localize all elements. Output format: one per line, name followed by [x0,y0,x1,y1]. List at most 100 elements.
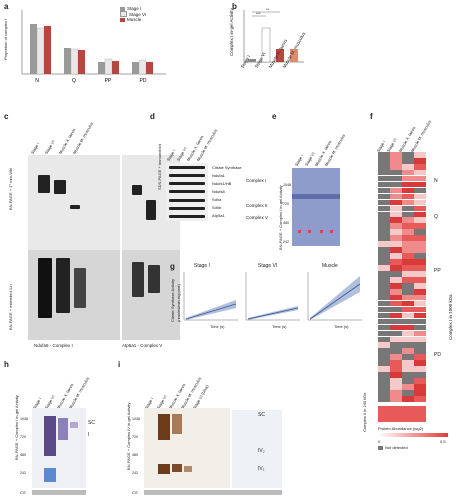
band [70,205,80,209]
panel-g-title-1: Stage I [194,263,210,269]
heatmap-cell [378,211,390,218]
panel-b-ylabel: Complex I in-gel Activity [229,8,234,56]
legend-min: 0 [378,439,381,444]
heatmap-cell [390,152,402,158]
panel-c-lane-4: Muscle M. musculus [71,121,95,155]
panel-g-xlabel-2: Time (s) [272,324,287,329]
heatmap-cell [414,229,426,236]
heatmap-cell [402,390,414,396]
heatmap-cell [390,384,402,390]
heatmap-cell [402,235,414,241]
heatmap-cell [378,348,390,355]
heatmap-cell [378,199,390,206]
legend-gradient [378,433,448,437]
heatmap-cell [390,223,402,230]
heatmap-cell [402,217,414,224]
heatmap-cell [402,265,414,271]
heatmap-cell [402,360,414,366]
heatmap-cell [390,157,402,164]
protein-label: Atp5a1 [212,213,225,218]
tick-label: 480 [132,453,138,457]
heatmap-cell [414,390,426,396]
heatmap-cell [378,241,390,247]
marker-sc: SC [88,420,95,426]
panel-a-label: a [4,2,9,11]
marker-i: I [88,432,90,438]
panel-g-ylabel2: (nmoles/min.mg prot) [176,284,181,322]
panel-a-legend: Stage I Stage VI Muscle [120,6,146,22]
panel-f-col-2: Stage VI [385,137,398,153]
heatmap-cell [414,217,426,224]
panel-d-complex-3: Complex V [246,215,269,220]
panel-i-gel-2 [232,410,282,488]
heatmap-cell [390,396,402,402]
heatmap-cell [390,229,402,236]
heatmap-cell [390,300,402,307]
panel-i-cs: CS [132,490,138,495]
panel-g-title-3: Muscle [322,263,338,269]
heatmap-cell [378,396,390,402]
heatmap-cell [414,300,426,307]
legend-muscle: Muscle [127,17,142,22]
panel-e-lane-1: Stage I [293,153,305,167]
panel-a-ylabel: Proportion of complex I [3,18,8,60]
heatmap-cell [378,366,390,372]
heatmap-cell [378,163,390,170]
heatmap-cell [378,253,390,259]
sig-triple: *** [256,11,261,16]
heatmap-cell [402,223,414,230]
heatmap-cell [378,354,390,361]
heatmap-cell [378,205,390,212]
heatmap-cell [414,324,426,331]
heatmap-cell [402,247,414,253]
heatmap-cell [378,330,390,337]
heatmap-cell [402,378,414,384]
heatmap-cell [378,384,390,390]
heatmap-cell [414,378,426,384]
heatmap-cell [390,253,402,259]
panel-g-xlabel-3: Time (s) [334,324,349,329]
heatmap-cell [414,247,426,253]
heatmap-cell [378,342,390,349]
svg-text:N: N [35,78,39,84]
heatmap-cell [414,253,426,259]
heatmap-cell [414,175,426,182]
heatmap-cell [378,318,390,325]
heatmap-cell [402,306,414,313]
panel-e-gel [292,168,340,246]
tick-label: 480 [283,221,289,225]
heatmap-cell [378,271,390,277]
panel-h-side: BN-PAGE + Complex I in-gel Activity [14,395,19,460]
heatmap-cell [390,312,402,319]
heatmap-cell [390,372,402,378]
heatmap-cell [402,300,414,307]
heatmap-cell [378,277,390,283]
not-detected-label: Not detected [385,445,408,450]
tick-label: 720 [132,435,138,439]
heatmap-cell [414,384,426,390]
protein-label: Ndufa1 [212,173,225,178]
svg-text:PP: PP [105,78,112,84]
heatmap-cell [390,336,402,343]
panel-h-label: h [4,360,9,369]
heatmap-cell [378,229,390,236]
heatmap-cell [414,282,426,289]
protein-label: Sdha [212,197,222,202]
heatmap-cell [390,241,402,247]
heatmap-cell [402,205,414,212]
heatmap-cell [390,366,402,372]
tick-label: 242 [132,471,138,475]
group-n: N [434,178,438,184]
band [132,185,142,195]
heatmap-cell [402,330,414,337]
panel-d-blot [166,163,208,221]
marker-sc-i: SC [258,412,265,418]
panel-h-cs: CS [20,490,26,495]
band [74,268,86,308]
heatmap-cell [402,259,414,265]
panel-c-row-1: BN-PAGE + 1° mm-Wbl [8,167,13,210]
panel-i-gel [144,408,230,488]
heatmap-cell [402,277,414,283]
heatmap-cell [378,157,390,164]
panel-g-title-2: Stage VI [258,263,278,269]
